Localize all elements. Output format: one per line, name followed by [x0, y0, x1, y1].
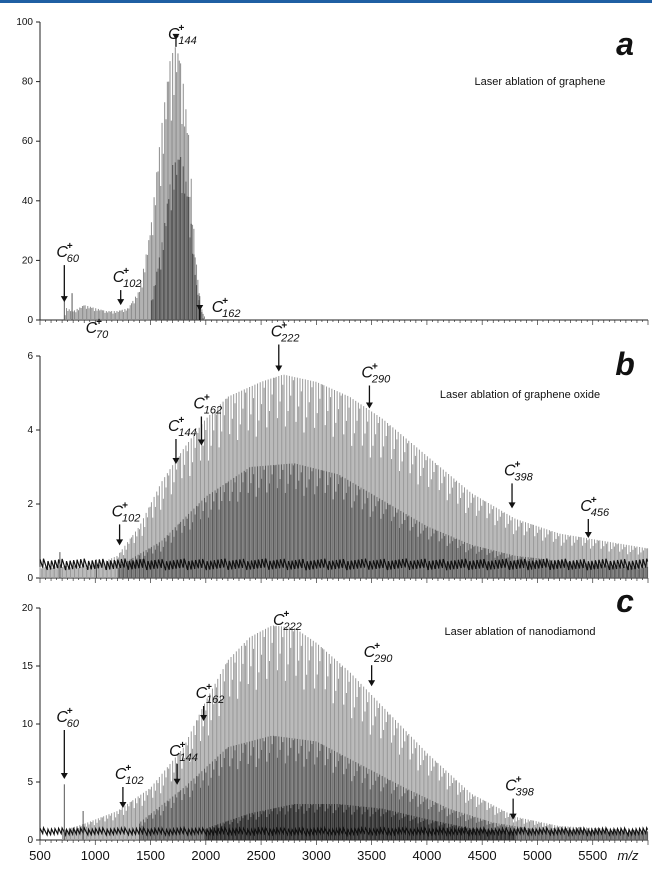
- annotation-arrowhead: [116, 539, 124, 546]
- annotation-arrowhead: [275, 365, 283, 372]
- y-tick-label: 100: [16, 17, 33, 28]
- panel-letter: c: [616, 583, 634, 619]
- peak-label: C+ 398: [505, 775, 535, 799]
- annotation-arrowhead: [365, 402, 373, 409]
- peak-label: C+ 144: [168, 23, 197, 47]
- y-tick-label: 0: [27, 315, 33, 326]
- x-tick-label: 3500: [357, 848, 386, 863]
- peak-label: C+ 162: [196, 682, 225, 706]
- x-tick-label: 500: [29, 848, 51, 863]
- y-tick-label: 40: [22, 196, 34, 207]
- panel-title: Laser ablation of nanodiamond: [444, 626, 595, 638]
- y-tick-label: 4: [27, 425, 33, 436]
- x-tick-label: 3000: [302, 848, 331, 863]
- peak-label: C+ 398: [504, 459, 534, 483]
- y-tick-label: 0: [27, 573, 33, 584]
- y-tick-label: 20: [22, 603, 34, 614]
- x-axis-unit-label: m/z: [618, 848, 639, 863]
- x-tick-label: 4000: [412, 848, 441, 863]
- y-tick-label: 0: [27, 835, 33, 846]
- peak-label: C+ 102: [112, 500, 141, 524]
- y-tick-label: 80: [22, 77, 34, 88]
- annotation-arrowhead: [584, 532, 592, 538]
- peak-label: C+ 60: [56, 241, 80, 265]
- peak-label: C+ 290: [361, 362, 391, 386]
- top-rule: [0, 0, 652, 3]
- annotation-arrowhead: [173, 778, 181, 785]
- peak-label: C+ 60: [56, 706, 80, 730]
- peak-label: C+ 144: [169, 740, 198, 764]
- annotation-arrowhead: [509, 813, 517, 820]
- x-tick-label: 1000: [81, 848, 110, 863]
- noise-baseline: [39, 558, 649, 571]
- y-tick-label: 60: [22, 136, 34, 147]
- annotation-arrowhead: [200, 715, 208, 721]
- y-tick-label: 5: [27, 777, 33, 788]
- x-tick-label: 1500: [136, 848, 165, 863]
- peak-label: C+ 144: [168, 415, 197, 439]
- annotation-arrowhead: [196, 305, 204, 312]
- annotation-arrowhead: [119, 802, 127, 808]
- x-tick-label: 2500: [247, 848, 276, 863]
- panel-title: Laser ablation of graphene oxide: [440, 389, 600, 401]
- y-tick-label: 20: [22, 255, 34, 266]
- spectrum-envelope: [138, 735, 649, 840]
- y-tick-label: 10: [22, 719, 34, 730]
- annotation-arrowhead: [60, 773, 68, 779]
- annotation-arrowhead: [368, 680, 376, 687]
- peak-label: C+ 222: [273, 609, 302, 633]
- peak-label: C+ 102: [115, 763, 144, 787]
- peak-label: C+ 456: [580, 495, 610, 519]
- y-tick-label: 15: [22, 661, 34, 672]
- panel-title: Laser ablation of graphene: [475, 76, 606, 88]
- peak-label: C+ 70: [86, 317, 110, 341]
- annotation-arrowhead: [172, 458, 180, 464]
- x-tick-label: 5000: [523, 848, 552, 863]
- annotation-arrowhead: [172, 33, 180, 40]
- panel-letter: b: [615, 346, 635, 382]
- annotation-arrowhead: [197, 439, 205, 446]
- x-tick-label: 2000: [191, 848, 220, 863]
- annotation-arrowhead: [60, 296, 68, 303]
- panel-letter: a: [616, 26, 634, 62]
- spectrum-envelope: [205, 804, 516, 840]
- annotation-arrowhead: [117, 299, 125, 306]
- annotation-arrowhead: [508, 502, 516, 509]
- x-tick-label: 5500: [578, 848, 607, 863]
- spectrum-envelope: [150, 156, 204, 320]
- y-tick-label: 2: [27, 499, 33, 510]
- peak-label: C+ 222: [271, 321, 300, 345]
- x-tick-label: 4500: [468, 848, 497, 863]
- peak-label: C+ 102: [113, 266, 142, 290]
- peak-label: C+ 162: [193, 393, 222, 417]
- peak-label: C+ 162: [212, 296, 241, 320]
- noise-baseline: [39, 825, 649, 838]
- y-tick-label: 6: [27, 351, 33, 362]
- peak-label: C+ 290: [364, 641, 394, 665]
- spectrum-envelope: [62, 625, 649, 840]
